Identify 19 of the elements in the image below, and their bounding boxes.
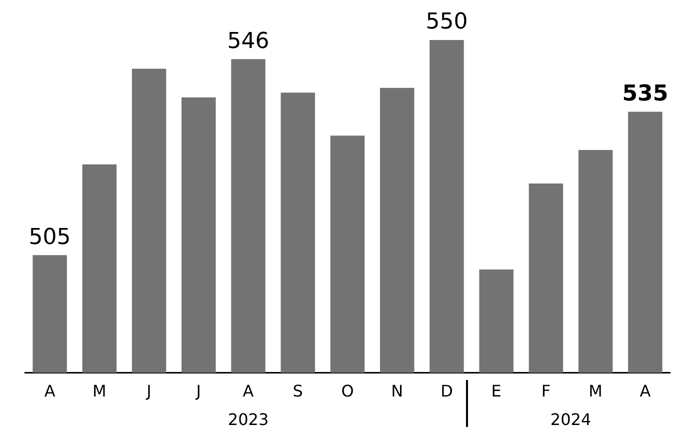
x-tick-label: A bbox=[44, 382, 56, 401]
data-label: 535 bbox=[622, 81, 668, 106]
x-tick-label: M bbox=[588, 382, 602, 401]
annotation: 2024 bbox=[550, 410, 592, 429]
x-tick-label: D bbox=[440, 382, 453, 401]
x-tick-label: J bbox=[195, 382, 202, 401]
x-tick-label: M bbox=[92, 382, 106, 401]
x-tick-label: O bbox=[341, 382, 354, 401]
x-tick-label: J bbox=[146, 382, 152, 401]
x-tick-label: A bbox=[640, 382, 651, 401]
x-tick-label: A bbox=[242, 382, 254, 401]
x-tick-label: S bbox=[292, 382, 303, 401]
x-tick-label: F bbox=[541, 382, 551, 401]
x-tick-label: E bbox=[491, 382, 502, 401]
data-label: 550 bbox=[426, 10, 468, 35]
x-tick-label: N bbox=[391, 382, 404, 401]
annotation: 2023 bbox=[228, 410, 269, 429]
data-label: 546 bbox=[227, 28, 270, 54]
data-label: 505 bbox=[28, 224, 71, 250]
